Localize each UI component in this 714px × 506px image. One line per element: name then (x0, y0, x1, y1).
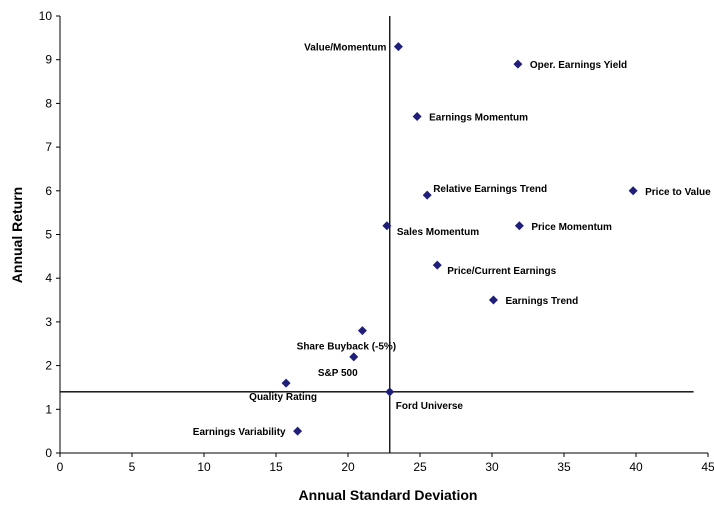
y-tick-label: 5 (45, 228, 52, 242)
y-tick-label: 10 (39, 9, 53, 23)
y-tick-label: 9 (45, 53, 52, 67)
x-tick-label: 10 (197, 460, 211, 474)
data-point-label: Price/Current Earnings (447, 266, 556, 277)
data-point-marker (628, 186, 638, 196)
x-tick-label: 40 (629, 460, 643, 474)
x-tick-label: 35 (557, 460, 571, 474)
y-axis-title: Annual Return (9, 187, 25, 283)
y-tick-label: 1 (45, 402, 52, 416)
data-point-label: Earnings Variability (193, 427, 286, 438)
data-point-marker (385, 387, 395, 397)
y-tick-label: 2 (45, 359, 52, 373)
data-point-marker (432, 260, 442, 270)
data-points: Value/Momentum Oper. Earnings Yield Earnin… (193, 42, 711, 438)
data-point-label: Price Momentum (531, 222, 612, 233)
x-tick-label: 5 (129, 460, 136, 474)
x-tick-label: 30 (485, 460, 499, 474)
axes (59, 16, 708, 454)
data-point-label: Earnings Trend (505, 296, 578, 307)
y-tick-label: 6 (45, 184, 52, 198)
data-point-label: Sales Momentum (397, 227, 479, 238)
data-point-marker (422, 190, 432, 200)
y-axis-ticks: 0 1 2 3 4 5 6 7 8 9 10 (39, 9, 60, 460)
y-tick-label: 0 (45, 446, 52, 460)
data-point-marker (382, 221, 392, 231)
data-point-marker (513, 59, 523, 69)
x-tick-label: 0 (57, 460, 64, 474)
y-tick-label: 3 (45, 315, 52, 329)
data-point-marker (293, 426, 303, 436)
data-point-label: Value/Momentum (304, 43, 386, 54)
data-point-label: Earnings Momentum (429, 113, 528, 124)
data-point-marker (349, 352, 359, 362)
x-axis-title: Annual Standard Deviation (299, 487, 478, 503)
data-point-label: Ford Universe (396, 401, 464, 412)
data-point-label: Relative Earnings Trend (433, 184, 547, 195)
reference-lines (60, 16, 694, 453)
data-point-marker (281, 378, 291, 388)
data-point-marker (393, 42, 403, 52)
data-point-label: Share Buyback (-5%) (297, 342, 396, 353)
x-tick-label: 45 (701, 460, 714, 474)
y-tick-label: 8 (45, 96, 52, 110)
data-point-label: Oper. Earnings Yield (530, 60, 627, 71)
y-tick-label: 4 (45, 271, 52, 285)
data-point-marker (488, 295, 498, 305)
x-tick-label: 20 (341, 460, 355, 474)
data-point-marker (357, 326, 367, 336)
data-point-marker (514, 221, 524, 231)
data-point-label: Price to Value (645, 187, 711, 198)
x-tick-label: 25 (413, 460, 427, 474)
x-axis-ticks: 0 5 10 15 20 25 30 35 40 45 (57, 453, 714, 474)
data-point-label: S&P 500 (318, 368, 358, 379)
y-tick-label: 7 (45, 140, 52, 154)
data-point-label: Quality Rating (249, 392, 317, 403)
data-point-marker (412, 112, 422, 122)
x-tick-label: 15 (269, 460, 283, 474)
